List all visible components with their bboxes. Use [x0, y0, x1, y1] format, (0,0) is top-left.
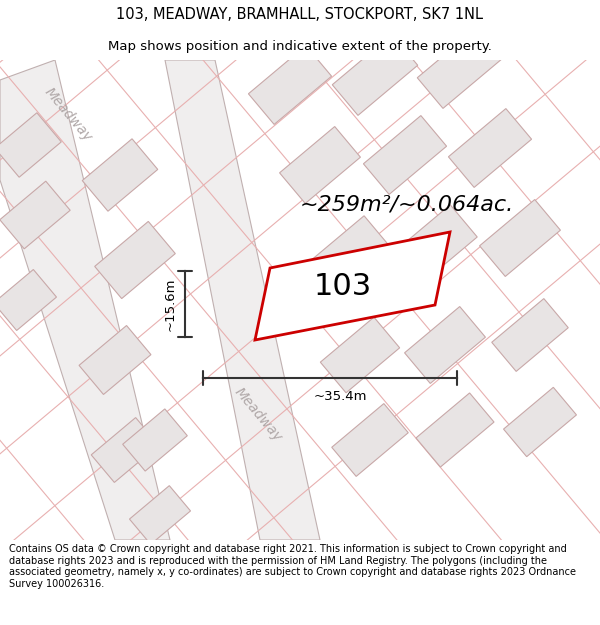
Polygon shape — [448, 109, 532, 188]
Polygon shape — [79, 326, 151, 394]
Polygon shape — [0, 112, 61, 178]
Polygon shape — [417, 28, 503, 108]
Polygon shape — [280, 126, 361, 204]
Polygon shape — [309, 216, 391, 294]
Text: Meadway: Meadway — [41, 85, 95, 145]
Text: Map shows position and indicative extent of the property.: Map shows position and indicative extent… — [108, 40, 492, 52]
Polygon shape — [416, 393, 494, 467]
Text: ~259m²/~0.064ac.: ~259m²/~0.064ac. — [300, 195, 514, 215]
Polygon shape — [479, 199, 560, 276]
Text: Meadway: Meadway — [232, 385, 284, 445]
Polygon shape — [0, 60, 170, 540]
Polygon shape — [492, 299, 568, 371]
Polygon shape — [393, 205, 477, 285]
Polygon shape — [130, 486, 191, 544]
Polygon shape — [332, 404, 408, 476]
Text: Contains OS data © Crown copyright and database right 2021. This information is : Contains OS data © Crown copyright and d… — [9, 544, 576, 589]
Text: 103: 103 — [313, 272, 371, 301]
Polygon shape — [0, 181, 70, 249]
Polygon shape — [364, 116, 446, 194]
Polygon shape — [0, 269, 56, 331]
Polygon shape — [165, 60, 320, 540]
Polygon shape — [503, 388, 577, 457]
Polygon shape — [91, 418, 159, 482]
Polygon shape — [332, 34, 418, 116]
Polygon shape — [122, 409, 187, 471]
Polygon shape — [248, 46, 332, 124]
Polygon shape — [82, 139, 158, 211]
Polygon shape — [320, 317, 400, 393]
Polygon shape — [95, 221, 175, 299]
Polygon shape — [404, 306, 485, 384]
Text: 103, MEADWAY, BRAMHALL, STOCKPORT, SK7 1NL: 103, MEADWAY, BRAMHALL, STOCKPORT, SK7 1… — [116, 8, 484, 22]
Text: ~15.6m: ~15.6m — [164, 278, 177, 331]
Text: ~35.4m: ~35.4m — [313, 390, 367, 403]
Polygon shape — [255, 232, 450, 340]
